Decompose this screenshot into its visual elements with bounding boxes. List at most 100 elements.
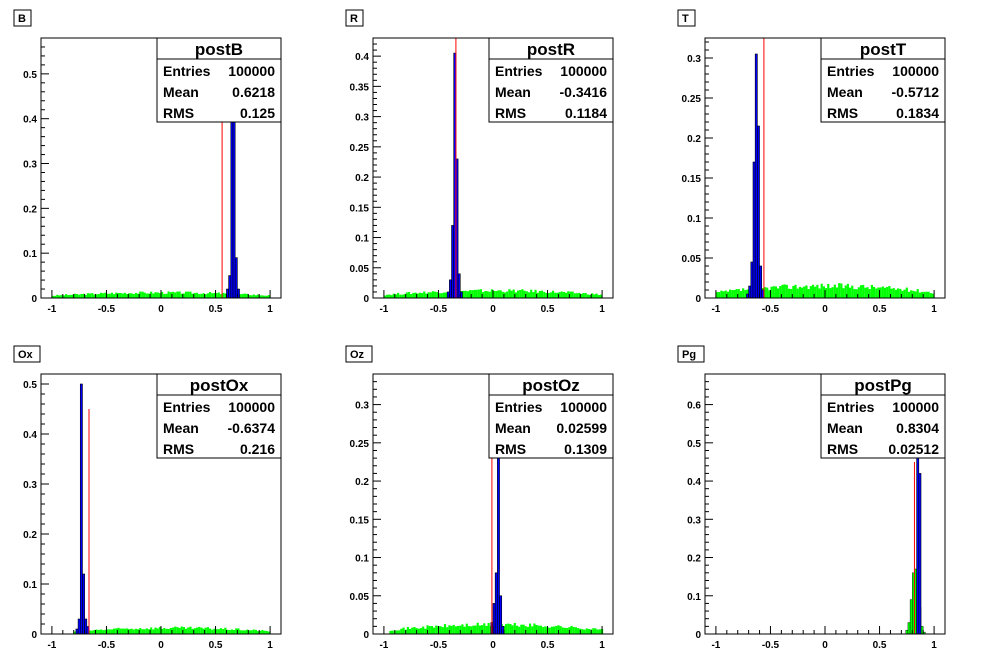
green-bin [805, 285, 808, 298]
green-bin [230, 629, 233, 634]
y-tick-label: 0.2 [23, 204, 37, 215]
green-bin [200, 293, 203, 298]
green-bin [536, 292, 539, 298]
stats-label: RMS [495, 441, 526, 457]
green-bin [835, 287, 839, 298]
green-bin [246, 629, 249, 634]
y-axis: 0 0.05 0.1 0.15 0.2 0.25 0.3 [350, 373, 381, 641]
green-bin [785, 284, 788, 298]
green-bin [866, 287, 869, 298]
green-bin [388, 294, 391, 298]
green-bin [585, 628, 588, 634]
x-tick-label: -0.5 [762, 640, 780, 651]
green-bin [774, 286, 777, 298]
stats-label: Entries [163, 399, 211, 415]
green-bin [187, 627, 190, 634]
histogram-pad-Oz: Oz -1 -0.5 0 0.5 1 0 0.05 0.1 0.15 0.2 0.25 0.3 postO… [345, 345, 614, 651]
green-bin [556, 292, 559, 298]
green-bin [538, 290, 541, 298]
y-tick-label: 0.1 [355, 234, 369, 245]
green-bin [91, 630, 94, 634]
green-bin [907, 622, 911, 635]
y-tick-label: 0.4 [23, 115, 37, 126]
stats-title: postOx [190, 376, 249, 395]
green-bin [553, 626, 556, 634]
green-bin [417, 628, 420, 634]
green-bin [501, 291, 504, 298]
green-bin [912, 290, 915, 298]
y-tick-label: 0.05 [682, 254, 702, 265]
stats-value: 100000 [228, 63, 275, 79]
stats-label: Entries [827, 63, 875, 79]
green-bin [209, 628, 212, 634]
green-bin [259, 295, 262, 298]
green-bin [520, 624, 523, 634]
green-bin [595, 293, 598, 298]
green-bin [894, 289, 897, 298]
green-bin [204, 627, 207, 634]
histogram-pad-T: T -1 -0.5 0 0.5 1 0 0.05 0.1 0.15 0.2 0.25 0.3 postT E… [677, 9, 946, 315]
green-bin [211, 629, 214, 634]
blue-histogram [75, 383, 90, 635]
stats-label: Mean [827, 420, 863, 436]
green-bin [110, 629, 113, 634]
green-bin [829, 288, 832, 298]
y-tick-label: 0.1 [355, 554, 369, 565]
stats-value: 0.1309 [564, 441, 607, 457]
stats-value: -0.3416 [560, 84, 608, 100]
green-bin [794, 284, 797, 298]
green-bin [565, 292, 568, 298]
green-bin [261, 630, 264, 634]
green-bin [97, 629, 100, 634]
green-bin [248, 630, 251, 634]
green-bin [575, 293, 579, 298]
green-bin [128, 629, 131, 634]
x-tick-label: -1 [379, 640, 388, 651]
green-bin [574, 627, 577, 634]
green-bin [191, 293, 194, 298]
green-bin [158, 627, 161, 634]
y-tick-label: 0.6 [687, 401, 701, 412]
green-bin [169, 292, 172, 298]
stats-label: Mean [163, 420, 199, 436]
x-tick-label: 0 [822, 640, 828, 651]
stats-value: 0.02599 [556, 420, 607, 436]
green-bin [113, 294, 116, 298]
x-axis: -1 -0.5 0 0.5 1 [379, 290, 605, 315]
green-bin [864, 287, 867, 298]
green-bin [254, 629, 257, 634]
green-bin [567, 291, 570, 298]
green-bin [75, 294, 79, 298]
green-bin [121, 628, 124, 634]
stats-label: Entries [827, 399, 875, 415]
green-bin [530, 289, 533, 298]
green-bin [134, 292, 137, 298]
green-bin [409, 628, 412, 634]
y-axis: 0 0.1 0.2 0.3 0.4 0.5 0.6 [687, 373, 713, 641]
green-bin [434, 291, 437, 298]
green-bin [191, 628, 194, 634]
green-bin [599, 294, 603, 298]
green-bin [862, 284, 865, 298]
green-bin [464, 290, 467, 298]
green-bin [477, 289, 480, 298]
green-bin [772, 286, 775, 298]
green-bin [84, 295, 87, 298]
green-bin [570, 625, 573, 634]
green-bin [263, 295, 266, 298]
stats-value: -0.6374 [228, 420, 276, 436]
green-bin [487, 622, 490, 634]
green-bin [768, 290, 771, 298]
green-bin [167, 628, 170, 634]
blue-bin [230, 113, 234, 299]
green-bin [156, 628, 159, 634]
green-bin [488, 291, 491, 298]
y-tick-label: 0.2 [687, 134, 701, 145]
green-bin [580, 293, 583, 298]
green-bin [441, 627, 444, 634]
green-bin [578, 292, 581, 298]
green-bin [923, 291, 926, 298]
green-bin [562, 291, 565, 298]
green-bin [222, 292, 225, 298]
